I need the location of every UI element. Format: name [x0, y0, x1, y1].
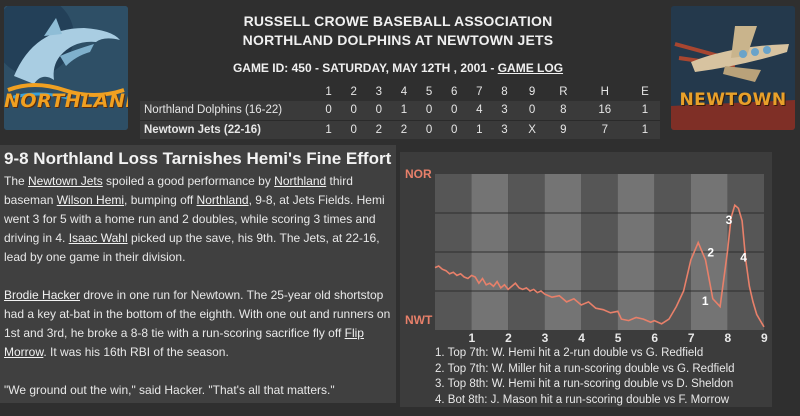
score-cell: 3 [491, 101, 517, 121]
score-cell: 1 [316, 120, 342, 139]
header-cell: 1 [325, 85, 332, 98]
hits-cell: 16 [579, 101, 630, 121]
recap-text: The [4, 174, 29, 188]
y-axis-top-label: NOR [405, 167, 432, 181]
player-team-link[interactable]: Northland [196, 193, 249, 207]
chart-annotation-label: 4 [740, 250, 747, 264]
team-header-cell [140, 82, 316, 101]
hits-cell: 7 [579, 120, 630, 139]
x-tick-label: 5 [615, 331, 622, 342]
header-cell: H [600, 85, 609, 98]
game-log-link[interactable]: GAME LOG [497, 61, 564, 75]
game-header: RUSSELL CROWE BASEBALL ASSOCIATION NORTH… [136, 12, 660, 76]
score-cell: 0 [341, 101, 367, 121]
recap-text: , 9-8, at Jets Fields. Hemi went 3 for 5… [4, 193, 385, 245]
team-name-home[interactable]: Newtown Jets (22-16) [140, 120, 316, 139]
linescore-row-home: Newtown Jets (22-16) 1 0 2 2 0 0 1 3 X 9… [140, 120, 660, 139]
header-cell: 3 [375, 85, 383, 98]
y-axis-bottom-label: NWT [405, 313, 433, 327]
win-probability-line [434, 203, 765, 328]
chart-note: 2. Top 7th: W. Miller hit a run-scoring … [435, 362, 735, 375]
chart-note: 3. Top 8th: W. Hemi hit a run-scoring do… [435, 378, 734, 390]
score-cell: 3 [491, 120, 517, 139]
score-cell: 0 [316, 101, 342, 121]
header-cell: 9 [528, 85, 536, 98]
win-probability-svg: NOR NWT 1 2 3 4 5 6 7 8 9 1 2 3 4 [405, 167, 768, 342]
newtown-logo-text: NEWTOWN [679, 90, 787, 110]
header-cell: 2 [350, 85, 357, 98]
header-cell: R [559, 85, 568, 98]
player-team-link[interactable]: Brodie Hacker [4, 288, 81, 302]
matchup-title: NORTHLAND DOLPHINS AT NEWTOWN JETS [242, 32, 554, 48]
header-cell: E [641, 85, 649, 98]
chart-note: 4. Bot 8th: J. Mason hit a run-scoring d… [435, 393, 730, 406]
recap-paragraph-1: The Newtown Jets spoiled a good performa… [0, 172, 396, 267]
recap-text: spoiled a good performance by [102, 174, 275, 188]
x-tick-label: 4 [578, 331, 585, 342]
header-cell: 6 [450, 85, 458, 98]
league-name: RUSSELL CROWE BASEBALL ASSOCIATION [243, 13, 553, 29]
score-cell: 0 [416, 120, 442, 139]
score-cell: 1 [391, 101, 417, 121]
x-tick-label: 1 [469, 331, 476, 342]
recap-text: drove in one run for Newtown. The 25-yea… [4, 288, 391, 340]
score-cell: 0 [441, 101, 467, 121]
player-team-link[interactable]: Newtown Jets [28, 174, 103, 188]
header-cell: 5 [425, 85, 433, 98]
x-tick-label: 6 [651, 331, 658, 342]
header-cell: 8 [501, 85, 508, 98]
errors-cell: 1 [629, 120, 660, 139]
player-team-link[interactable]: Wilson Hemi [56, 193, 125, 207]
player-team-link[interactable]: Flip Morrow [4, 326, 364, 359]
x-tick-label: 8 [724, 331, 731, 342]
linescore-header-row: 1 2 3 4 5 6 7 8 9 R H E [140, 82, 660, 101]
recap-text: picked up the save, his 9th. The Jets, a… [4, 231, 380, 264]
errors-cell: 1 [629, 101, 660, 121]
win-probability-chart: NOR NWT 1 2 3 4 5 6 7 8 9 1 2 3 4 1. Top 7th: W. Hemi … [400, 152, 772, 407]
x-tick-label: 7 [688, 331, 695, 342]
dolphin-icon [4, 6, 128, 130]
recap-headline: 9-8 Northland Loss Tarnishes Hemi's Fine… [4, 149, 392, 168]
recap-paragraph-3: "We ground out the win," said Hacker. "T… [0, 381, 396, 400]
game-id-date: GAME ID: 450 - SATURDAY, MAY 12TH , 2001… [232, 61, 495, 75]
game-recap: 9-8 Northland Loss Tarnishes Hemi's Fine… [0, 145, 396, 403]
recap-paragraph-2: Brodie Hacker drove in one run for Newto… [0, 286, 396, 362]
recap-text: , bumping off [124, 193, 197, 207]
chart-annotation-label: 1 [702, 294, 709, 308]
airplane-icon [671, 6, 795, 130]
score-cell: 0 [416, 101, 442, 121]
score-cell: 0 [341, 120, 367, 139]
runs-cell: 9 [547, 120, 580, 139]
northland-logo-text: NORTHLAND [4, 90, 128, 112]
player-team-link[interactable]: Isaac Wahl [68, 231, 128, 245]
team-name-away[interactable]: Northland Dolphins (16-22) [140, 101, 316, 121]
x-tick-label: 3 [542, 331, 549, 342]
score-cell: 0 [441, 120, 467, 139]
score-cell: 2 [366, 120, 392, 139]
score-cell: 4 [466, 101, 492, 121]
chart-annotation-label: 3 [726, 213, 733, 227]
chart-annotation-label: 2 [707, 246, 714, 260]
score-cell: 2 [391, 120, 417, 139]
recap-text: . It was his 16th RBI of the season. [43, 345, 229, 359]
linescore-table: 1 2 3 4 5 6 7 8 9 R H E Northland Dolphi… [140, 82, 660, 139]
score-cell: 0 [517, 101, 548, 121]
linescore-row-away: Northland Dolphins (16-22) 0 0 0 1 0 0 4… [140, 101, 660, 121]
chart-notes: 1. Top 7th: W. Hemi hit a 2-run double v… [435, 346, 735, 408]
score-cell: 1 [466, 120, 492, 139]
recap-text: third baseman [4, 174, 353, 207]
newtown-jets-logo[interactable]: NEWTOWN [671, 6, 795, 130]
header-cell: 4 [400, 85, 408, 98]
score-cell: 0 [366, 101, 392, 121]
x-tick-label: 9 [761, 331, 768, 342]
recap-text: "We ground out the win," said Hacker. "T… [4, 383, 335, 397]
player-team-link[interactable]: Northland [274, 174, 327, 188]
score-cell: X [517, 120, 548, 139]
game-info: GAME ID: 450 - SATURDAY, MAY 12TH , 2001… [136, 60, 660, 76]
header-cell: 7 [476, 85, 483, 98]
x-tick-label: 2 [505, 331, 512, 342]
northland-dolphins-logo[interactable]: NORTHLAND [4, 6, 128, 130]
runs-cell: 8 [547, 101, 580, 121]
chart-note: 1. Top 7th: W. Hemi hit a 2-run double v… [435, 347, 704, 359]
